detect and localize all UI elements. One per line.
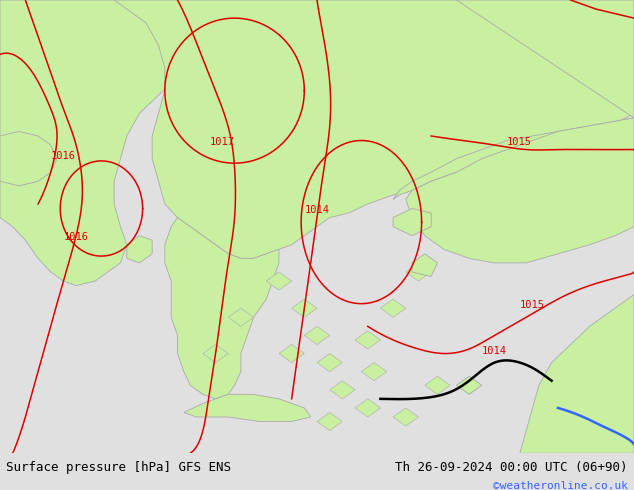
Text: Th 26-09-2024 00:00 UTC (06+90): Th 26-09-2024 00:00 UTC (06+90)	[395, 462, 628, 474]
Text: 1014: 1014	[304, 205, 329, 215]
Text: ©weatheronline.co.uk: ©weatheronline.co.uk	[493, 481, 628, 490]
Polygon shape	[412, 254, 437, 276]
Polygon shape	[279, 344, 304, 363]
Polygon shape	[380, 299, 406, 318]
Polygon shape	[0, 131, 57, 186]
Polygon shape	[165, 218, 279, 399]
Polygon shape	[0, 0, 190, 286]
Polygon shape	[355, 399, 380, 417]
Polygon shape	[406, 263, 431, 281]
Polygon shape	[425, 376, 450, 394]
Polygon shape	[393, 0, 634, 199]
Polygon shape	[406, 0, 634, 263]
Polygon shape	[317, 354, 342, 371]
Polygon shape	[266, 272, 292, 290]
Polygon shape	[304, 326, 330, 344]
Polygon shape	[203, 344, 228, 363]
Polygon shape	[361, 363, 387, 381]
Polygon shape	[355, 331, 380, 349]
Polygon shape	[292, 299, 317, 318]
Polygon shape	[456, 376, 482, 394]
Text: Surface pressure [hPa] GFS ENS: Surface pressure [hPa] GFS ENS	[6, 462, 231, 474]
Polygon shape	[393, 408, 418, 426]
Polygon shape	[317, 413, 342, 431]
Polygon shape	[330, 381, 355, 399]
Text: 1015: 1015	[520, 300, 545, 310]
Polygon shape	[393, 209, 431, 236]
Polygon shape	[184, 394, 311, 421]
Text: 1015: 1015	[507, 137, 532, 147]
Polygon shape	[228, 308, 254, 326]
Polygon shape	[114, 0, 634, 258]
Text: 1016: 1016	[63, 232, 88, 242]
Text: 1017: 1017	[209, 137, 234, 147]
Polygon shape	[127, 236, 152, 263]
Polygon shape	[520, 294, 634, 453]
Text: 1016: 1016	[51, 150, 75, 161]
Text: 1014: 1014	[482, 345, 507, 356]
